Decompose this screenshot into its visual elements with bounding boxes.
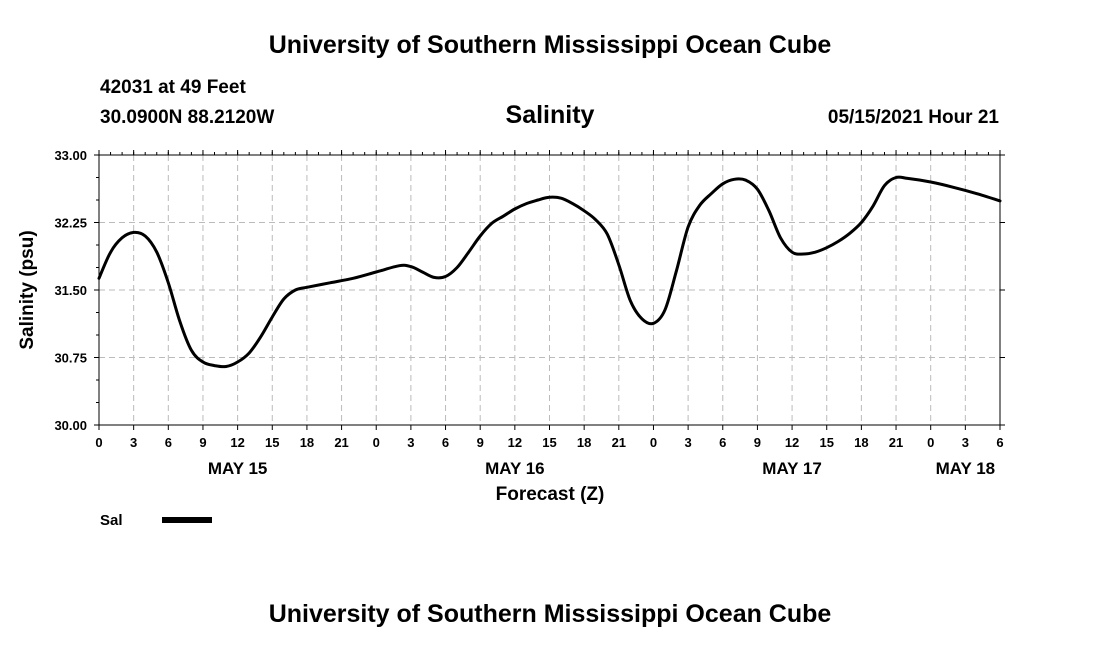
legend-label-sal: Sal	[100, 512, 123, 529]
y-tick-label: 33.00	[54, 148, 87, 163]
x-tick-label: 6	[996, 435, 1003, 450]
x-tick-label: 6	[719, 435, 726, 450]
bottom-title: University of Southern Mississippi Ocean…	[268, 600, 832, 628]
y-tick-label: 30.00	[54, 418, 87, 433]
y-axis-title: Salinity (psu)	[17, 230, 38, 349]
x-tick-label: 15	[819, 435, 833, 450]
x-tick-label: 3	[684, 435, 691, 450]
x-tick-label: 18	[300, 435, 314, 450]
y-tick-label: 31.50	[54, 283, 87, 298]
x-tick-label: 12	[230, 435, 244, 450]
station-label: 42031 at 49 Feet	[100, 77, 246, 98]
day-label: MAY 18	[936, 459, 996, 478]
x-tick-label: 18	[577, 435, 591, 450]
timestamp-label: 05/15/2021 Hour 21	[827, 107, 999, 128]
x-tick-label: 12	[785, 435, 799, 450]
y-tick-label: 32.25	[54, 216, 87, 231]
x-tick-label: 21	[889, 435, 903, 450]
x-tick-label: 21	[612, 435, 626, 450]
y-tick-label: 30.75	[54, 351, 87, 366]
x-tick-label: 0	[927, 435, 934, 450]
x-tick-label: 18	[854, 435, 868, 450]
grid-layer	[99, 155, 1000, 425]
chart-title: Salinity	[505, 101, 595, 129]
x-tick-label: 3	[130, 435, 137, 450]
x-tick-label: 6	[165, 435, 172, 450]
x-tick-label: 12	[508, 435, 522, 450]
x-tick-label: 9	[754, 435, 761, 450]
plot-frame	[98, 154, 1001, 426]
x-tick-label: 0	[373, 435, 380, 450]
coordinates-label: 30.0900N 88.2120W	[100, 107, 275, 128]
salinity-series-line	[97, 175, 1002, 369]
x-tick-label: 0	[95, 435, 102, 450]
day-label: MAY 16	[485, 459, 545, 478]
x-tick-label: 9	[199, 435, 206, 450]
top-title: University of Southern Mississippi Ocean…	[268, 31, 832, 59]
x-tick-label: 0	[650, 435, 657, 450]
x-tick-label: 3	[407, 435, 414, 450]
label-layer: 30.00 30.75 31.50 32.25 33.00 0 3 6 9 12 15 18 21 0 3 6…	[54, 148, 1003, 478]
x-tick-label: 9	[477, 435, 484, 450]
x-tick-label: 15	[265, 435, 279, 450]
x-tick-label: 6	[442, 435, 449, 450]
legend: Sal	[100, 512, 212, 529]
day-label: MAY 17	[762, 459, 822, 478]
x-axis-title: Forecast (Z)	[496, 484, 605, 505]
x-tick-label: 15	[542, 435, 556, 450]
x-tick-label: 3	[962, 435, 969, 450]
day-label: MAY 15	[208, 459, 268, 478]
x-tick-label: 21	[334, 435, 348, 450]
